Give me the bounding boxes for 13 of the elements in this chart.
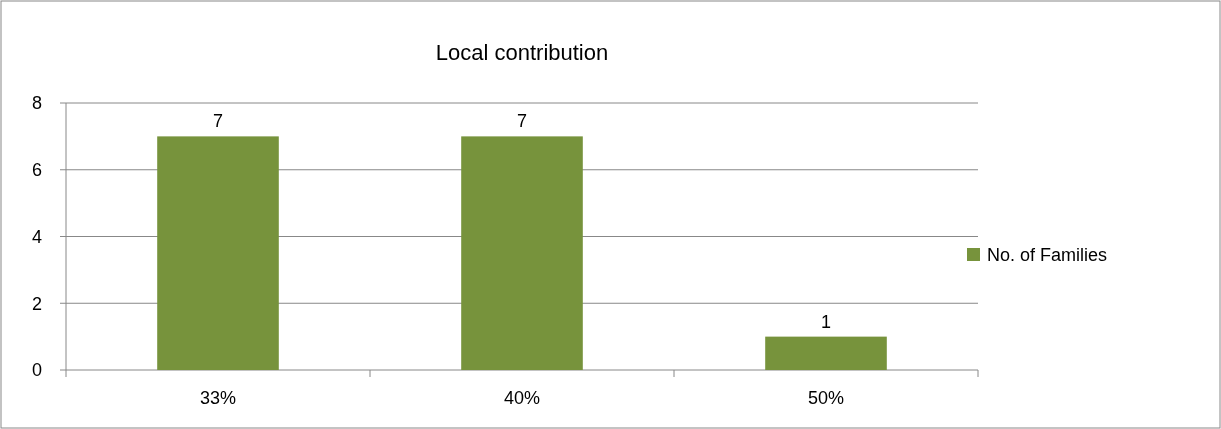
y-tick-label: 4 (31, 226, 42, 247)
y-tick-label: 8 (31, 93, 42, 114)
x-tick-label: 40% (503, 388, 541, 408)
y-tick-label: 2 (31, 293, 42, 314)
legend-label: No. of Families (987, 245, 1108, 266)
x-tick-label: 33% (199, 388, 237, 408)
y-tick-label: 0 (31, 360, 42, 381)
y-tick-label: 6 (31, 160, 42, 181)
data-label: 7 (516, 111, 528, 132)
x-tick-label: 50% (807, 388, 845, 408)
data-label: 1 (820, 311, 832, 332)
chart-title: Local contribution (435, 40, 609, 65)
data-label: 7 (212, 111, 224, 132)
